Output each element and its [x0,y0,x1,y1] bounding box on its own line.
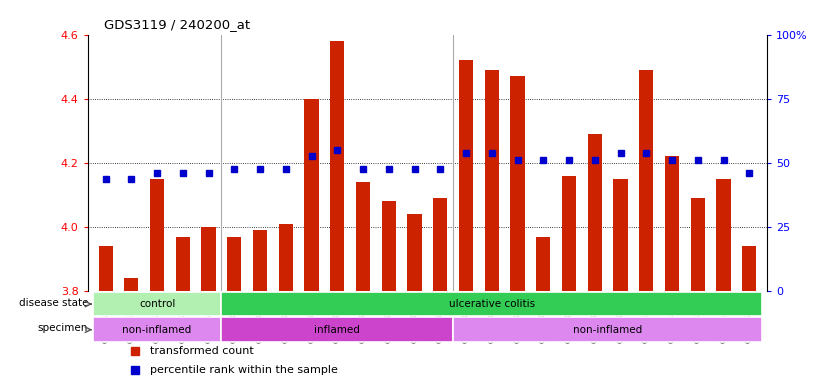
Bar [382,201,396,291]
Bar [202,227,216,291]
Bar [691,198,705,291]
Text: GDS3119 / 240200_at: GDS3119 / 240200_at [104,18,250,31]
Bar [408,214,422,291]
Bar [433,198,447,291]
Bar [253,230,267,291]
Bar [510,76,525,291]
Bar [536,237,550,291]
Text: non-inflamed: non-inflamed [123,325,192,335]
Bar [665,156,679,291]
Bar [742,246,756,291]
Bar [222,292,762,316]
Bar [639,70,653,291]
Bar [93,318,222,342]
Bar [459,60,473,291]
Bar [716,179,731,291]
Text: specimen: specimen [38,323,88,333]
Text: inflamed: inflamed [314,325,360,335]
Bar [279,224,293,291]
Bar [98,246,113,291]
Text: percentile rank within the sample: percentile rank within the sample [150,364,338,374]
Bar [330,41,344,291]
Bar [356,182,370,291]
Bar [176,237,190,291]
Text: transformed count: transformed count [150,346,254,356]
Bar [562,176,576,291]
Text: control: control [139,299,175,309]
Bar [222,318,453,342]
Bar [304,99,319,291]
Bar [124,278,138,291]
Text: ulcerative colitis: ulcerative colitis [449,299,535,309]
Bar [453,318,762,342]
Text: disease state: disease state [18,298,88,308]
Bar [614,179,628,291]
Bar [93,292,222,316]
Bar [588,134,602,291]
Bar [485,70,499,291]
Bar [150,179,164,291]
Bar [227,237,241,291]
Text: non-inflamed: non-inflamed [573,325,642,335]
